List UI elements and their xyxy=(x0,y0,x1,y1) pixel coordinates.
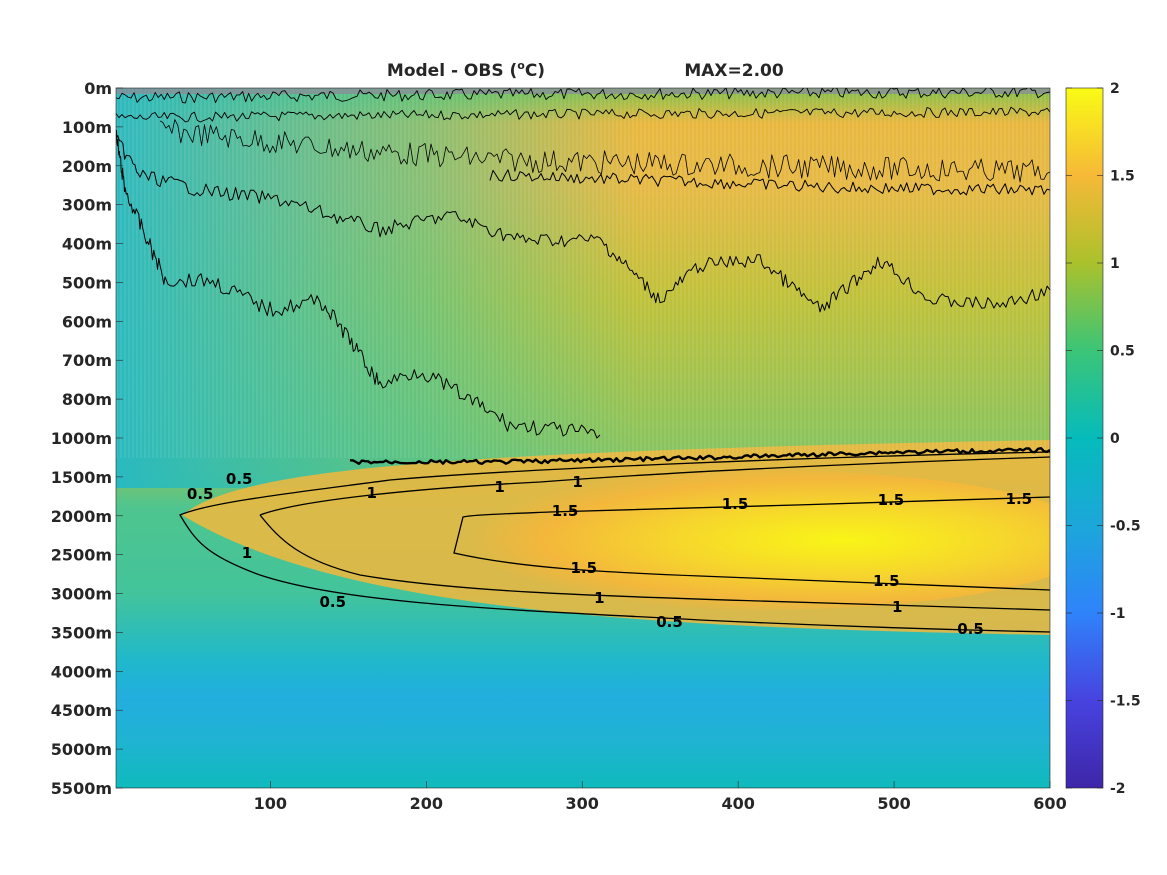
y-axis: 0m 100m 200m 300m 400m 500m 600m 700m 800m 1000m 1… xyxy=(51,79,123,798)
plot-area: 0.5 1 1 1 1 1.5 1.5 1.5 1.5 1.5 1.5 1 1 0.5 0.5 0.5 0.5 xyxy=(116,88,1050,788)
contour-0p5-upper xyxy=(116,129,601,439)
contour-label: 0.5 xyxy=(226,470,253,488)
colorbar-tick-label: -0.5 xyxy=(1110,519,1141,535)
y-tick-label: 200m xyxy=(62,157,112,176)
colorbar-tick-label: -1.5 xyxy=(1110,694,1141,710)
colorbar-tick-label: 2 xyxy=(1110,81,1120,97)
contour-label: 1.5 xyxy=(878,491,905,509)
contour-150m-noise xyxy=(159,119,1050,183)
x-tick-label: 400 xyxy=(721,794,754,813)
colorbar-tick-label: 0 xyxy=(1110,431,1120,447)
y-tick-label: 2500m xyxy=(51,546,112,565)
contour-label: 1 xyxy=(494,478,504,496)
x-tick-label: 200 xyxy=(410,794,443,813)
contour-label: 0.5 xyxy=(957,620,984,638)
contour-100m-noise xyxy=(116,106,1050,123)
y-tick-label: 500m xyxy=(62,273,112,292)
noise-striping xyxy=(116,88,1050,458)
deep-warm-core xyxy=(420,470,1050,610)
x-tick-label: 500 xyxy=(877,794,910,813)
contour-label: 1 xyxy=(367,484,377,502)
colorbar-tick-label: -2 xyxy=(1110,781,1126,797)
y-tick-label: 5500m xyxy=(51,779,112,798)
contour-label: 1.5 xyxy=(552,502,579,520)
colorbar-tick-label: -1 xyxy=(1110,606,1126,622)
contour-label: 1 xyxy=(892,598,902,616)
y-tick-label: 3000m xyxy=(51,585,112,604)
y-tick-label: 400m xyxy=(62,235,112,254)
y-tick-label: 300m xyxy=(62,196,112,215)
y-tick-label: 2000m xyxy=(51,507,112,526)
x-tick-label: 300 xyxy=(566,794,599,813)
contour-1p5-deep xyxy=(453,496,1050,591)
contour-label: 1 xyxy=(572,473,582,491)
contour-label-group: 0.5 1 1 1 1 1.5 1.5 1.5 1.5 1.5 1.5 1 1 0.5 0.5 0.5 0.5 xyxy=(187,470,1033,638)
contour-1-1300m xyxy=(349,447,1050,465)
y-tick-label: 5000m xyxy=(51,740,112,759)
contour-label: 1 xyxy=(242,544,252,562)
contour-1p5-upper xyxy=(489,169,1050,196)
x-tick-label: 600 xyxy=(1033,794,1066,813)
chart-title: Model - OBS (oC) xyxy=(387,59,545,81)
contour-label: 0.5 xyxy=(319,593,346,611)
contour-label: 0.5 xyxy=(187,485,214,503)
colorbar-tick-label: 1 xyxy=(1110,256,1120,272)
y-tick-label: 1500m xyxy=(51,468,112,487)
contour-label: 1.5 xyxy=(873,572,900,590)
colorbar-ticks: 2 1.5 1 0.5 0 -0.5 -1 -1.5 -2 xyxy=(1066,81,1141,797)
y-tick-label: 4000m xyxy=(51,662,112,681)
y-tick-label: 800m xyxy=(62,390,112,409)
contour-label: 1.5 xyxy=(1006,490,1033,508)
contour-label: 1.5 xyxy=(722,495,749,513)
contour-1-upper xyxy=(116,135,1050,313)
chart-subtitle-max: MAX=2.00 xyxy=(684,61,784,81)
y-tick-label: 600m xyxy=(62,312,112,331)
y-tick-label: 1000m xyxy=(51,429,112,448)
contour-surface-noise xyxy=(116,88,1050,104)
contour-1-deep-top xyxy=(259,456,1050,516)
contour-label: 0.5 xyxy=(656,613,683,631)
y-tick-label: 700m xyxy=(62,351,112,370)
y-tick-label: 100m xyxy=(62,118,112,137)
colorbar-tick-label: 0.5 xyxy=(1110,344,1135,360)
y-tick-label: 3500m xyxy=(51,623,112,642)
contour-0p5-deep xyxy=(179,451,1050,633)
contour-lines xyxy=(116,88,1050,633)
contour-1-deep-bottom xyxy=(259,514,1050,611)
contour-label: 1 xyxy=(594,589,604,607)
x-axis: 100 200 300 400 500 600 xyxy=(254,781,1067,813)
contour-label: 1.5 xyxy=(570,559,597,577)
colorbar xyxy=(1065,87,1104,789)
y-tick-label: 0m xyxy=(84,79,112,98)
x-tick-label: 100 xyxy=(254,794,287,813)
colorbar-tick-label: 1.5 xyxy=(1110,169,1135,185)
y-tick-label: 4500m xyxy=(51,701,112,720)
surface-missing-band xyxy=(116,88,1050,94)
